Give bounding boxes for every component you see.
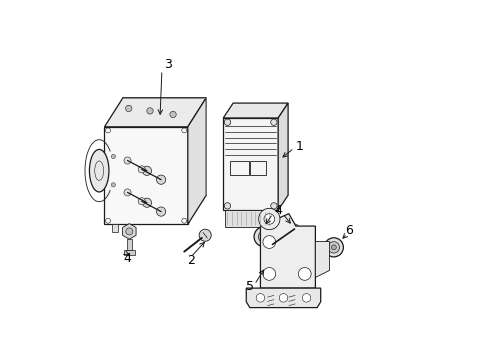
Circle shape	[324, 238, 343, 257]
Circle shape	[258, 231, 269, 242]
Polygon shape	[223, 103, 287, 118]
Circle shape	[138, 198, 145, 205]
Bar	[126, 239, 132, 250]
Circle shape	[142, 166, 151, 175]
Circle shape	[264, 214, 274, 224]
Circle shape	[327, 242, 339, 253]
Circle shape	[279, 294, 287, 302]
Circle shape	[125, 105, 132, 112]
Polygon shape	[278, 103, 287, 210]
Circle shape	[142, 198, 151, 207]
Circle shape	[224, 119, 230, 125]
Circle shape	[124, 189, 131, 196]
Circle shape	[254, 227, 273, 247]
Circle shape	[270, 119, 277, 125]
Polygon shape	[122, 224, 136, 239]
Circle shape	[258, 208, 279, 230]
Bar	[224, 210, 276, 227]
Polygon shape	[187, 98, 206, 224]
Bar	[123, 250, 135, 256]
Polygon shape	[223, 118, 278, 210]
Circle shape	[331, 245, 336, 250]
Circle shape	[289, 224, 299, 234]
Polygon shape	[315, 242, 329, 278]
Circle shape	[111, 183, 115, 187]
Circle shape	[125, 228, 133, 235]
Text: 2: 2	[186, 254, 194, 267]
Bar	[249, 161, 266, 175]
Text: 6: 6	[345, 224, 352, 237]
Circle shape	[298, 267, 310, 280]
Text: 5: 5	[245, 280, 253, 293]
Polygon shape	[246, 288, 320, 307]
Text: 1: 1	[295, 140, 303, 153]
Circle shape	[261, 234, 266, 239]
Circle shape	[256, 294, 264, 302]
Ellipse shape	[89, 149, 109, 192]
Circle shape	[124, 157, 131, 164]
Circle shape	[263, 236, 275, 248]
Circle shape	[263, 267, 275, 280]
Circle shape	[224, 203, 230, 209]
Circle shape	[199, 229, 211, 241]
Circle shape	[138, 166, 145, 173]
Circle shape	[169, 111, 176, 118]
Circle shape	[146, 108, 153, 114]
Text: 4: 4	[274, 204, 282, 217]
Circle shape	[270, 203, 277, 209]
Polygon shape	[104, 127, 187, 224]
Polygon shape	[104, 98, 206, 127]
Circle shape	[111, 154, 115, 159]
Circle shape	[156, 175, 165, 184]
Bar	[229, 161, 248, 175]
Polygon shape	[260, 214, 315, 288]
Circle shape	[302, 294, 310, 302]
Circle shape	[156, 207, 165, 216]
Bar	[111, 224, 118, 232]
Text: 4: 4	[122, 252, 130, 265]
Text: 3: 3	[164, 58, 172, 71]
